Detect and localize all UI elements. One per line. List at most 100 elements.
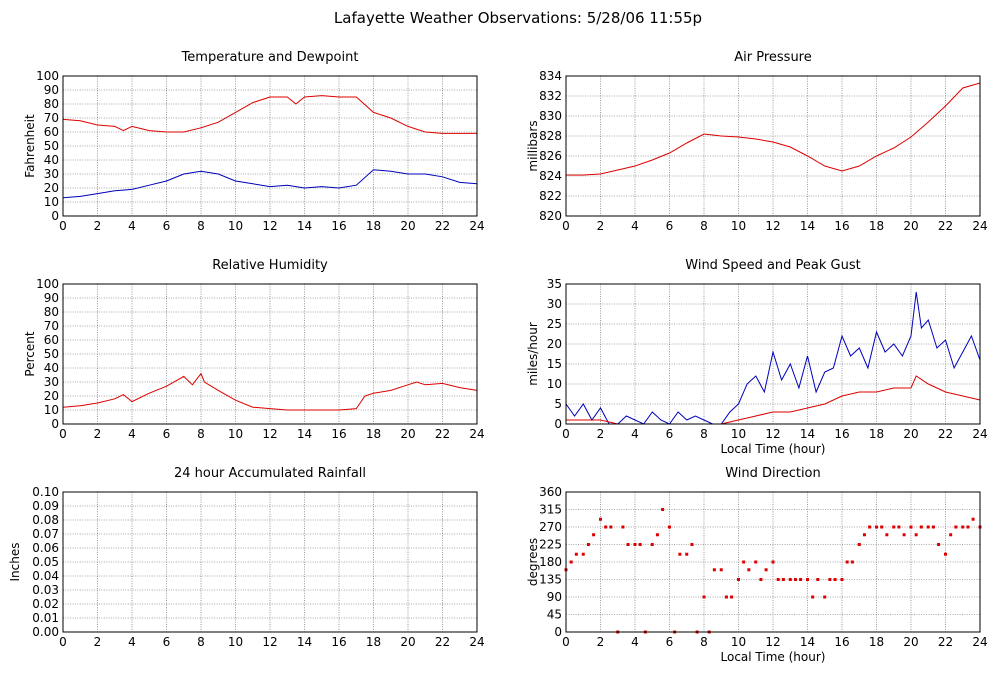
winddir-point: [754, 560, 758, 564]
humidity-x-tick-label: 12: [262, 427, 277, 441]
temp-plot-frame: [62, 75, 478, 217]
humidity-y-tick-label: 0: [51, 417, 59, 431]
pressure-x-tick-label: 18: [869, 219, 884, 233]
winddir-point: [599, 517, 602, 521]
humidity-y-tick-label: 70: [44, 319, 59, 333]
winddir-point: [799, 578, 803, 581]
humidity-y-tick-label: 30: [44, 375, 59, 389]
winddir-x-tick-label: 12: [765, 635, 780, 649]
winddir-x-tick-label: 16: [834, 635, 849, 649]
temp-y-tick-label: 60: [44, 125, 59, 139]
winddir-y-tick-label: 315: [539, 503, 562, 517]
winddir-y-tick-label: 225: [539, 538, 562, 552]
winddir-point: [944, 552, 947, 556]
winddir-point: [581, 552, 585, 556]
winddir-x-tick-label: 18: [869, 635, 884, 649]
wind-x-axis-label: Local Time (hour): [721, 442, 826, 456]
winddir-point: [638, 543, 642, 546]
wind-x-tick-label: 16: [834, 427, 849, 441]
pressure-x-tick-label: 12: [765, 219, 780, 233]
temp-y-axis-label: Fahrenheit: [23, 114, 37, 178]
wind-plot-frame: [565, 283, 981, 425]
temp-y-tick-label: 20: [44, 181, 59, 195]
rain-x-tick-label: 4: [128, 635, 136, 649]
wind-x-tick-label: 6: [666, 427, 674, 441]
pressure-x-tick-label: 6: [666, 219, 674, 233]
rain-y-tick-label: 0.08: [32, 513, 59, 527]
humidity-x-tick-label: 4: [128, 427, 136, 441]
winddir-x-tick-label: 22: [938, 635, 953, 649]
winddir-y-tick-label: 180: [539, 555, 562, 569]
winddir-point: [661, 508, 665, 511]
rain-x-tick-label: 12: [262, 635, 277, 649]
winddir-point: [747, 568, 751, 572]
winddir-x-tick-label: 8: [700, 635, 708, 649]
humidity-plot-frame: [62, 283, 478, 425]
winddir-point: [857, 543, 861, 546]
temp-x-tick-label: 20: [400, 219, 415, 233]
wind-y-tick-label: 30: [547, 297, 562, 311]
temp-x-tick-label: 24: [469, 219, 484, 233]
winddir-x-tick-label: 6: [666, 635, 674, 649]
winddir-point: [719, 568, 723, 572]
winddir-point: [793, 578, 797, 581]
pressure-x-tick-label: 10: [731, 219, 746, 233]
winddir-plot-frame: [565, 491, 981, 633]
winddir-point: [569, 560, 573, 564]
rain-x-tick-label: 0: [59, 635, 67, 649]
winddir-point: [868, 525, 872, 529]
humidity-x-tick-label: 2: [94, 427, 102, 441]
winddir-point: [840, 578, 844, 581]
temp-x-tick-label: 14: [297, 219, 312, 233]
pressure-y-tick-label: 828: [539, 129, 562, 143]
winddir-x-tick-label: 4: [631, 635, 639, 649]
winddir-y-axis-label: degrees: [526, 538, 540, 586]
humidity-y-axis-label: Percent: [23, 331, 37, 376]
pressure-y-tick-label: 834: [539, 69, 562, 83]
wind-y-tick-label: 10: [547, 377, 562, 391]
pressure-x-tick-label: 24: [972, 219, 987, 233]
winddir-point: [574, 552, 578, 556]
humidity-x-tick-label: 6: [163, 427, 171, 441]
temp-x-tick-label: 4: [128, 219, 136, 233]
winddir-point: [885, 533, 889, 537]
winddir-point: [971, 517, 975, 521]
winddir-title: Wind Direction: [725, 466, 821, 481]
winddir-point: [586, 543, 590, 546]
winddir-point: [759, 578, 763, 581]
rain-y-tick-label: 0.07: [32, 527, 59, 541]
pressure-y-tick-label: 832: [539, 89, 562, 103]
winddir-point: [633, 543, 637, 546]
wind-title: Wind Speed and Peak Gust: [685, 258, 860, 273]
winddir-point: [909, 525, 913, 529]
page-title: Lafayette Weather Observations: 5/28/06 …: [334, 9, 702, 27]
humidity-x-tick-label: 20: [400, 427, 415, 441]
wind-x-tick-label: 22: [938, 427, 953, 441]
wind-y-tick-label: 15: [547, 357, 562, 371]
rain-y-tick-label: 0.06: [32, 541, 59, 555]
winddir-point: [776, 578, 780, 581]
winddir-point: [626, 543, 630, 546]
humidity-x-tick-label: 10: [228, 427, 243, 441]
winddir-point: [650, 543, 654, 546]
pressure-title: Air Pressure: [734, 50, 812, 65]
pressure-x-tick-label: 20: [903, 219, 918, 233]
rain-y-axis-label: Inches: [8, 543, 22, 582]
winddir-point: [966, 525, 970, 529]
wind-y-tick-label: 25: [547, 317, 562, 331]
pressure-y-tick-label: 824: [539, 169, 562, 183]
wind-x-tick-label: 18: [869, 427, 884, 441]
winddir-y-tick-label: 360: [539, 485, 562, 499]
winddir-point: [604, 525, 608, 529]
winddir-point: [897, 525, 901, 529]
temp-x-tick-label: 6: [163, 219, 171, 233]
temp-y-tick-label: 80: [44, 97, 59, 111]
temp-x-tick-label: 2: [94, 219, 102, 233]
temp-y-tick-label: 40: [44, 153, 59, 167]
winddir-point: [712, 568, 716, 572]
winddir-point: [880, 525, 884, 529]
wind-x-tick-label: 24: [972, 427, 987, 441]
wind-x-tick-label: 0: [562, 427, 570, 441]
